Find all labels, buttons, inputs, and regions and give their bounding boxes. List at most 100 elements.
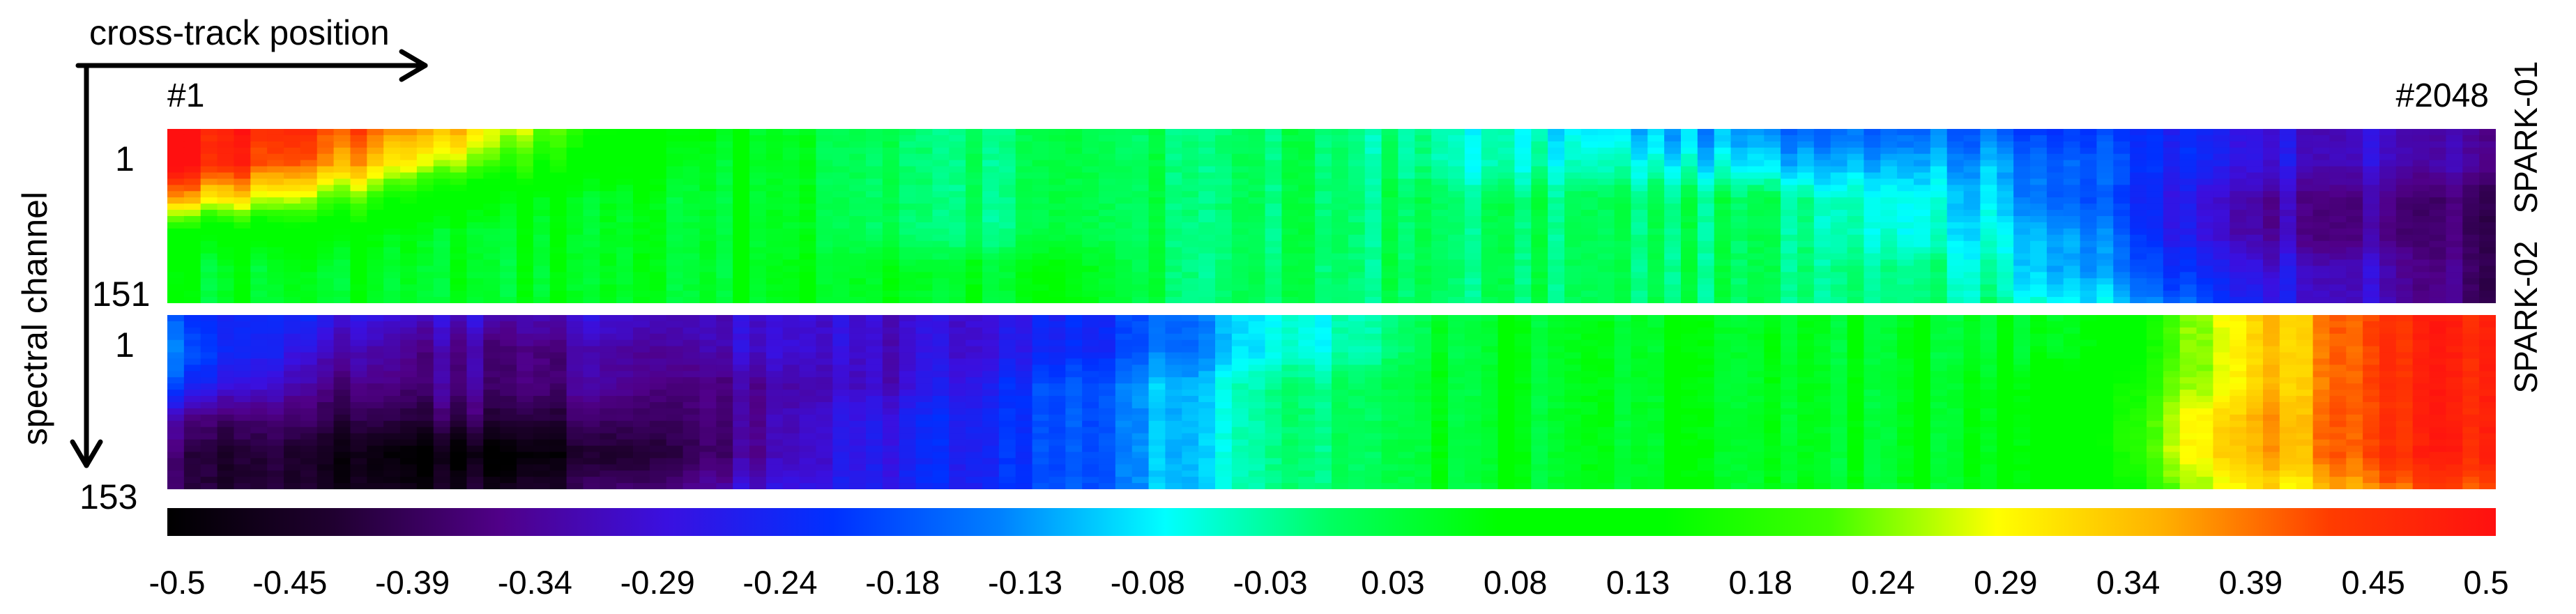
- heatmap-cell: [1182, 278, 1199, 285]
- heatmap-cell: [333, 266, 351, 273]
- heatmap-cell: [716, 315, 733, 322]
- heatmap-cell: [517, 272, 534, 279]
- heatmap-cell: [2395, 135, 2414, 142]
- heatmap-cell: [1131, 291, 1150, 298]
- heatmap-cell: [483, 358, 501, 366]
- heatmap-cell: [1231, 358, 1249, 366]
- heatmap-cell: [2230, 278, 2247, 285]
- heatmap-cell: [300, 253, 318, 261]
- heatmap-cell: [816, 191, 833, 198]
- heatmap-cell: [317, 247, 335, 254]
- heatmap-cell: [2030, 178, 2048, 185]
- heatmap-cell: [400, 228, 418, 236]
- heatmap-cell: [600, 266, 617, 273]
- heatmap-cell: [2113, 172, 2131, 180]
- heatmap-cell: [1298, 247, 1316, 254]
- heatmap-cell: [2147, 197, 2164, 204]
- heatmap-cell: [200, 216, 218, 223]
- heatmap-cell: [1248, 210, 1266, 217]
- heatmap-cell: [400, 339, 418, 347]
- heatmap-cell: [899, 160, 917, 167]
- heatmap-cell: [1980, 191, 1997, 198]
- heatmap-cell: [1497, 147, 1516, 155]
- heatmap-cell: [1431, 197, 1449, 204]
- heatmap-cell: [2312, 346, 2331, 353]
- heatmap-cell: [2063, 352, 2081, 360]
- heatmap-cell: [333, 160, 351, 167]
- heatmap-cell: [1580, 291, 1599, 298]
- heatmap-cell: [1681, 129, 1698, 136]
- heatmap-cell: [1697, 278, 1715, 285]
- heatmap-cell: [1914, 210, 1931, 217]
- heatmap-cell: [1315, 191, 1332, 198]
- heatmap-cell: [816, 185, 833, 192]
- heatmap-cell: [1548, 315, 1565, 322]
- heatmap-cell: [1398, 346, 1415, 353]
- heatmap-cell: [2346, 321, 2363, 328]
- heatmap-cell: [566, 297, 584, 303]
- heatmap-cell: [915, 315, 933, 322]
- heatmap-cell: [583, 315, 600, 322]
- heatmap-cell: [333, 172, 351, 180]
- heatmap-cell: [600, 153, 617, 161]
- heatmap-cell: [1049, 297, 1066, 303]
- heatmap-cell: [483, 210, 501, 217]
- heatmap-cell: [2296, 178, 2314, 185]
- heatmap-cell: [583, 346, 600, 353]
- heatmap-cell: [1764, 253, 1781, 261]
- heatmap-cell: [284, 291, 301, 298]
- heatmap-cell: [2196, 135, 2214, 142]
- heatmap-cell: [816, 272, 833, 279]
- heatmap-cell: [1381, 216, 1399, 223]
- heatmap-cell: [1797, 166, 1815, 174]
- heatmap-cell: [1099, 197, 1116, 204]
- heatmap-cell: [450, 197, 468, 204]
- heatmap-cell: [2346, 291, 2363, 298]
- heatmap-cell: [1298, 278, 1316, 285]
- heatmap-cell: [1065, 266, 1083, 273]
- heatmap-cell: [1182, 129, 1199, 136]
- heatmap-cell: [1398, 247, 1415, 254]
- heatmap-cell: [1099, 216, 1116, 223]
- heatmap-cell: [1548, 253, 1565, 261]
- heatmap-cell: [1813, 197, 1831, 204]
- heatmap-cell: [966, 339, 983, 347]
- heatmap-cell: [1464, 339, 1482, 347]
- heatmap-cell: [1481, 222, 1499, 229]
- heatmap-cell: [2329, 191, 2347, 198]
- heatmap-cell: [1681, 216, 1698, 223]
- heatmap-cell: [932, 166, 950, 174]
- heatmap-cell: [2312, 327, 2331, 335]
- heatmap-cell: [1497, 135, 1516, 142]
- heatmap-cell: [866, 141, 883, 148]
- heatmap-cell: [1697, 153, 1715, 161]
- heatmap-cell: [1880, 240, 1898, 248]
- heatmap-cell: [1348, 253, 1366, 261]
- heatmap-cell: [666, 228, 684, 236]
- heatmap-cell: [966, 160, 983, 167]
- heatmap-cell: [2246, 352, 2264, 360]
- heatmap-cell: [1049, 210, 1066, 217]
- heatmap-cell: [915, 284, 933, 291]
- heatmap-cell: [1398, 228, 1415, 236]
- heatmap-cell: [1182, 321, 1199, 328]
- heatmap-cell: [284, 284, 301, 291]
- heatmap-cell: [2013, 352, 2031, 360]
- heatmap-cell: [966, 352, 983, 360]
- heatmap-cell: [433, 247, 451, 254]
- heatmap-cell: [2147, 327, 2164, 335]
- heatmap-cell: [765, 247, 784, 254]
- heatmap-cell: [1348, 278, 1366, 285]
- heatmap-cell: [616, 297, 634, 303]
- heatmap-cell: [1381, 129, 1399, 136]
- heatmap-cell: [284, 178, 301, 185]
- heatmap-cell: [383, 141, 401, 148]
- heatmap-cell: [616, 272, 634, 279]
- heatmap-cell: [2363, 172, 2380, 180]
- heatmap-cell: [1897, 160, 1914, 167]
- heatmap-cell: [1813, 327, 1831, 335]
- heatmap-cell: [2196, 228, 2214, 236]
- heatmap-cell: [533, 185, 551, 192]
- heatmap-cell: [949, 278, 966, 285]
- heatmap-cell: [1182, 178, 1199, 185]
